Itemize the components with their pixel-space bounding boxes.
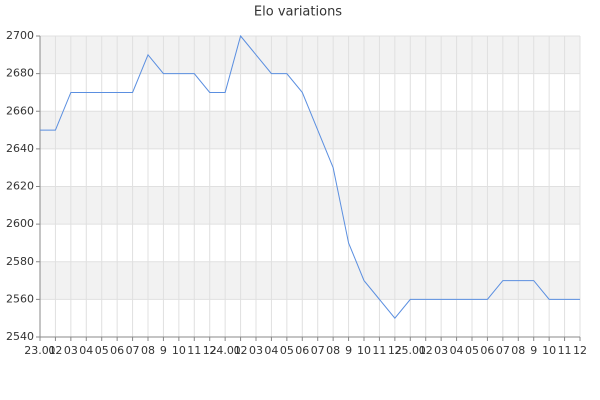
grid-band [40,261,580,300]
x-tick-label: 07 [311,344,325,357]
x-tick-label: 02 [234,344,248,357]
x-tick-label: 12 [203,344,217,357]
y-tick-label: 2700 [6,29,34,42]
x-tick-label: 9 [530,344,537,357]
x-tick-label: 06 [110,344,124,357]
x-tick-label: 23.01 [24,344,56,357]
y-tick-label: 2660 [6,104,34,117]
x-tick-label: 06 [480,344,494,357]
x-tick-label: 05 [280,344,294,357]
grid-band [40,186,580,225]
x-tick-label: 03 [64,344,78,357]
grid-band [40,36,580,74]
y-tick-label: 2600 [6,217,34,230]
grid-band [40,111,580,149]
x-tick-label: 08 [511,344,525,357]
x-tick-label: 06 [295,344,309,357]
y-tick-label: 2580 [6,255,34,268]
x-tick-label: 04 [450,344,464,357]
y-tick-label: 2540 [6,330,34,343]
x-tick-label: 03 [434,344,448,357]
x-tick-label: 05 [95,344,109,357]
x-tick-label: 02 [48,344,62,357]
line [40,34,580,319]
x-tick-label: 10 [172,344,186,357]
x-tick-label: 07 [126,344,140,357]
x-tick-label: 12 [388,344,402,357]
x-tick-label: 04 [79,344,93,357]
x-tick-label: 11 [558,344,572,357]
x-tick-label: 03 [249,344,263,357]
y-tick-label: 2560 [6,292,34,305]
x-tick-label: 24.01 [209,344,241,357]
x-tick-label: 08 [141,344,155,357]
x-tick-label: 02 [419,344,433,357]
x-tick-label: 04 [264,344,278,357]
y-tick-label: 2640 [6,142,34,155]
y-tick-label: 2680 [6,67,34,80]
y-tick-label: 2620 [6,180,34,193]
x-tick-label: 9 [160,344,167,357]
x-tick-label: 07 [496,344,510,357]
x-tick-label: 25.01 [395,344,427,357]
x-tick-label: 08 [326,344,340,357]
x-tick-label: 05 [465,344,479,357]
x-tick-label: 11 [372,344,386,357]
chart-title: Elo variations [254,5,342,20]
x-tick-label: 10 [542,344,556,357]
x-tick-label: 12 [573,344,587,357]
x-tick-label: 11 [187,344,201,357]
x-tick-label: 9 [345,344,352,357]
x-tick-label: 10 [357,344,371,357]
